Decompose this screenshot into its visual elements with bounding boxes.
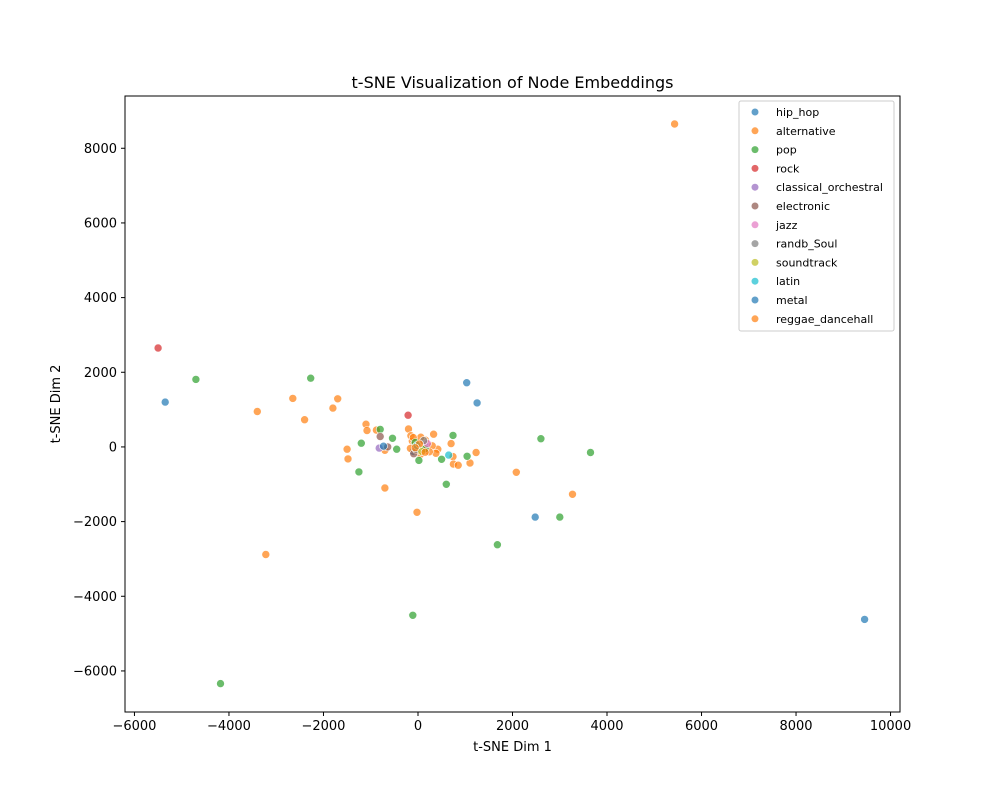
point-rock-0 — [153, 343, 163, 353]
data-points — [153, 119, 869, 688]
legend-label-soundtrack: soundtrack — [776, 256, 838, 269]
point-electronic-0 — [375, 432, 385, 441]
point-alternative-1 — [252, 407, 262, 416]
point-hip_hop-0 — [160, 397, 170, 407]
point-alternative-23 — [568, 489, 577, 499]
point-latin-0 — [444, 450, 454, 460]
point-pop-16 — [408, 610, 418, 620]
x-axis-label: t-SNE Dim 1 — [473, 740, 552, 755]
x-tick-label-0: 0 — [414, 719, 422, 734]
point-hip_hop-3 — [530, 512, 540, 522]
point-alternative-21 — [471, 448, 481, 457]
legend-marker-jazz — [751, 221, 759, 229]
legend-label-pop: pop — [776, 144, 797, 157]
point-pop-17 — [216, 679, 225, 688]
point-alternative-22 — [511, 467, 521, 477]
y-tick-label-6000: 6000 — [84, 216, 117, 231]
legend-label-classical_orchestral: classical_orchestral — [776, 181, 883, 194]
y-tick-label--6000: −6000 — [73, 664, 117, 679]
point-pop-5 — [388, 433, 397, 443]
point-alternative-9 — [362, 426, 372, 435]
point-alternative-16 — [446, 439, 456, 448]
x-tick-label-8000: 8000 — [779, 719, 812, 734]
point-hip_hop-1 — [462, 378, 472, 388]
x-tick-label--6000: −6000 — [112, 719, 156, 734]
point-pop-1 — [306, 373, 316, 383]
legend-marker-metal — [751, 296, 759, 304]
legend-marker-electronic — [751, 202, 759, 210]
point-pop-0 — [191, 375, 201, 384]
legend: hip_hop alternative pop rock classical_orche… — [738, 100, 895, 332]
x-tick-label-10000: 10000 — [870, 719, 911, 734]
y-tick-label-4000: 4000 — [84, 291, 117, 306]
point-alternative-2 — [288, 394, 298, 403]
point-alternative-0 — [670, 119, 679, 129]
point-pop-14 — [493, 540, 502, 550]
y-tick-label-8000: 8000 — [84, 142, 117, 157]
point-pop-8 — [437, 454, 446, 464]
point-metal-1 — [379, 441, 388, 451]
point-alternative-7 — [343, 454, 353, 464]
legend-marker-alternative — [751, 127, 759, 135]
legend-marker-rock — [751, 164, 759, 172]
point-pop-15 — [555, 512, 565, 522]
point-reggae_dancehall-2 — [420, 447, 430, 457]
x-axis: −6000 −4000 −2000 0 2000 4000 6000 8000 10000 — [112, 712, 911, 734]
legend-label-randb_Soul: randb_Soul — [776, 238, 837, 251]
legend-marker-classical_orchestral — [751, 183, 759, 191]
legend-label-metal: metal — [776, 294, 808, 307]
x-tick-label--2000: −2000 — [301, 719, 345, 734]
point-rock-1 — [403, 410, 413, 420]
point-alternative-6 — [342, 444, 352, 454]
point-pop-10 — [448, 431, 458, 440]
x-tick-label-6000: 6000 — [685, 719, 718, 734]
legend-marker-soundtrack — [751, 258, 759, 266]
point-alternative-5 — [333, 394, 343, 404]
legend-label-rock: rock — [776, 162, 800, 175]
x-tick-label-4000: 4000 — [590, 719, 623, 734]
x-tick-label--4000: −4000 — [207, 719, 251, 734]
y-tick-label-0: 0 — [109, 440, 117, 455]
chart-title: t-SNE Visualization of Node Embeddings — [352, 73, 674, 92]
point-alternative-19 — [453, 460, 463, 470]
point-pop-2 — [354, 467, 364, 477]
point-pop-12 — [536, 434, 546, 444]
point-alternative-24 — [412, 507, 422, 517]
y-tick-label--4000: −4000 — [73, 590, 117, 605]
legend-marker-pop — [751, 146, 759, 154]
legend-label-hip_hop: hip_hop — [776, 106, 819, 119]
legend-label-latin: latin — [776, 275, 800, 288]
point-alternative-25 — [261, 550, 271, 559]
point-alternative-15 — [429, 429, 438, 439]
legend-label-reggae_dancehall: reggae_dancehall — [776, 313, 873, 326]
point-metal-0 — [860, 615, 869, 624]
legend-marker-hip_hop — [751, 108, 759, 116]
legend-frame — [738, 100, 895, 332]
y-tick-label-2000: 2000 — [84, 366, 117, 381]
y-axis: −6000 −4000 −2000 0 2000 4000 6000 8000 — [73, 142, 125, 679]
legend-marker-randb_Soul — [751, 240, 759, 248]
point-pop-9 — [441, 479, 451, 489]
point-alternative-3 — [300, 415, 309, 425]
point-alternative-11 — [380, 483, 390, 493]
point-hip_hop-2 — [472, 398, 482, 408]
point-pop-3 — [356, 438, 366, 448]
x-tick-label-2000: 2000 — [496, 719, 529, 734]
legend-marker-latin — [751, 277, 759, 285]
y-axis-label: t-SNE Dim 2 — [49, 365, 64, 444]
legend-label-electronic: electronic — [776, 200, 830, 213]
point-pop-4 — [375, 425, 385, 434]
point-pop-11 — [462, 451, 472, 461]
y-tick-label--2000: −2000 — [73, 515, 117, 530]
legend-label-alternative: alternative — [776, 125, 836, 138]
point-alternative-4 — [328, 403, 338, 413]
point-reggae_dancehall-1 — [410, 443, 420, 453]
point-pop-7 — [414, 456, 424, 465]
point-pop-13 — [586, 448, 595, 457]
legend-label-jazz: jazz — [775, 219, 798, 232]
legend-marker-reggae_dancehall — [751, 315, 759, 323]
point-pop-6 — [392, 444, 402, 454]
